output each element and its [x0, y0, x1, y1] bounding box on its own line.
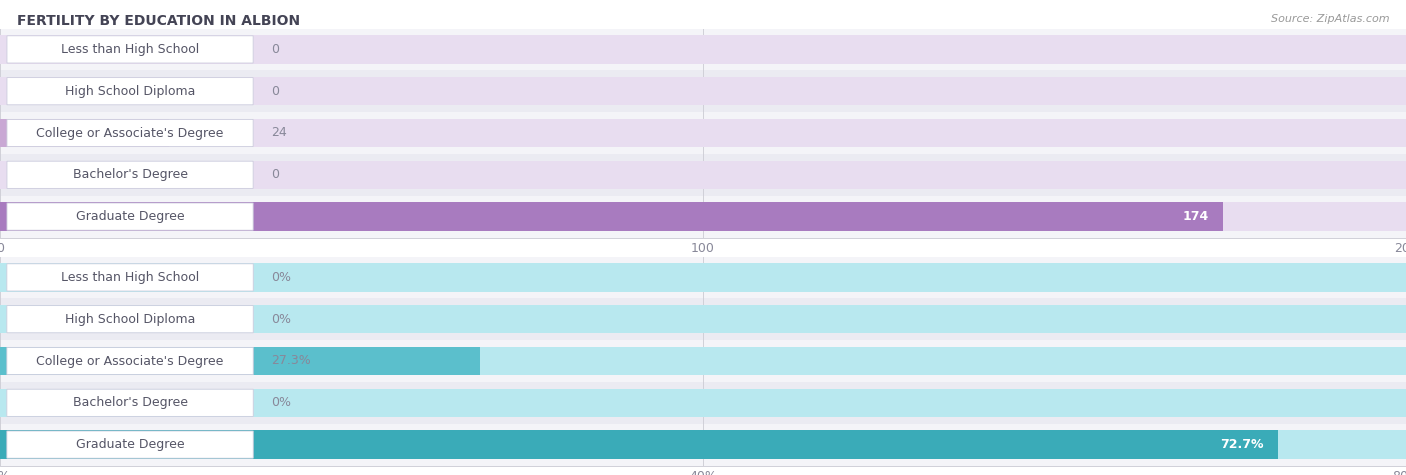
Bar [0, 154, 1406, 196]
Text: Graduate Degree: Graduate Degree [76, 438, 184, 451]
FancyBboxPatch shape [7, 305, 253, 333]
Text: 174: 174 [1182, 210, 1209, 223]
Text: High School Diploma: High School Diploma [65, 313, 195, 326]
Bar [0, 347, 479, 375]
FancyBboxPatch shape [7, 264, 253, 291]
Text: 0%: 0% [271, 271, 291, 284]
Bar [0, 347, 1406, 375]
Text: 0%: 0% [271, 396, 291, 409]
Bar [0, 389, 1406, 417]
Text: Source: ZipAtlas.com: Source: ZipAtlas.com [1271, 14, 1389, 24]
Text: Less than High School: Less than High School [60, 43, 200, 56]
Text: Less than High School: Less than High School [60, 271, 200, 284]
Bar [0, 119, 1406, 147]
Text: Bachelor's Degree: Bachelor's Degree [73, 168, 187, 181]
Bar [0, 202, 1223, 231]
Bar [0, 305, 1406, 333]
Bar [0, 424, 1406, 466]
Bar [0, 430, 1406, 459]
Bar [0, 112, 1406, 154]
Bar [0, 202, 1406, 231]
Text: 0: 0 [271, 43, 280, 56]
Bar [0, 298, 1406, 340]
FancyBboxPatch shape [7, 431, 253, 458]
Bar [0, 256, 1406, 298]
Bar [0, 77, 1406, 105]
Text: High School Diploma: High School Diploma [65, 85, 195, 98]
Bar [0, 340, 1406, 382]
FancyBboxPatch shape [7, 389, 253, 417]
Bar [0, 196, 1406, 238]
FancyBboxPatch shape [7, 119, 253, 147]
Text: 0%: 0% [271, 313, 291, 326]
Bar [0, 119, 169, 147]
FancyBboxPatch shape [7, 347, 253, 375]
Text: College or Associate's Degree: College or Associate's Degree [37, 354, 224, 368]
FancyBboxPatch shape [7, 203, 253, 230]
Text: 27.3%: 27.3% [271, 354, 311, 368]
Bar [0, 430, 1278, 459]
Text: 0: 0 [271, 85, 280, 98]
FancyBboxPatch shape [7, 36, 253, 63]
Text: 0: 0 [271, 168, 280, 181]
Text: Bachelor's Degree: Bachelor's Degree [73, 396, 187, 409]
Text: 72.7%: 72.7% [1220, 438, 1264, 451]
Bar [0, 28, 1406, 70]
Bar [0, 382, 1406, 424]
Text: College or Associate's Degree: College or Associate's Degree [37, 126, 224, 140]
Text: FERTILITY BY EDUCATION IN ALBION: FERTILITY BY EDUCATION IN ALBION [17, 14, 299, 28]
Text: Graduate Degree: Graduate Degree [76, 210, 184, 223]
FancyBboxPatch shape [7, 77, 253, 105]
Bar [0, 35, 1406, 64]
Bar [0, 161, 1406, 189]
FancyBboxPatch shape [7, 161, 253, 189]
Bar [0, 263, 1406, 292]
Text: 24: 24 [271, 126, 287, 140]
Bar [0, 70, 1406, 112]
